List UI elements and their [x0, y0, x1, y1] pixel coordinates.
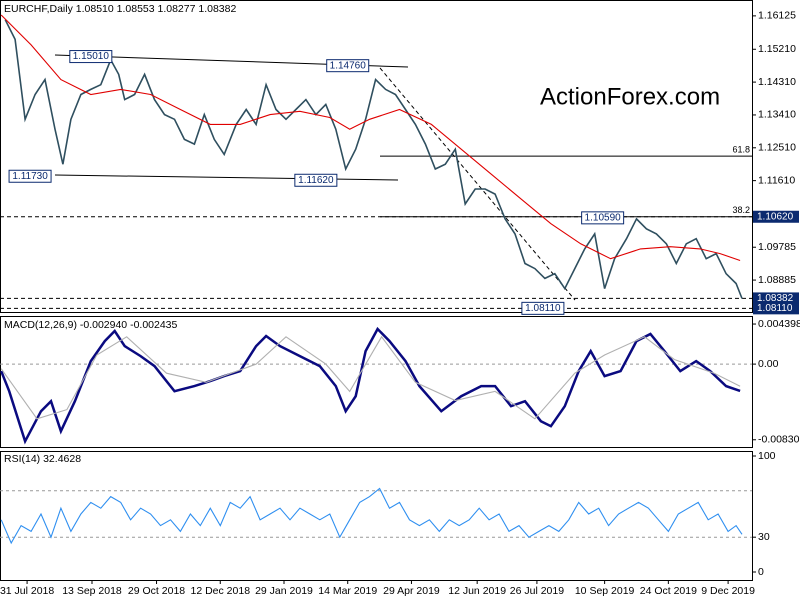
- price-label: 1.11730: [12, 171, 48, 182]
- axis-highlight-label: 1.10620: [757, 211, 794, 222]
- y-tick-label: 1.11610: [758, 174, 795, 186]
- price-label-box: [581, 211, 625, 225]
- y-tick-label: 1.15210: [758, 43, 796, 55]
- x-tick-label: 12 Dec 2018: [190, 585, 250, 597]
- panel-frame: [0, 451, 753, 581]
- y-tick-label: 1.14310: [758, 76, 796, 88]
- x-tick-label: 29 Apr 2019: [383, 585, 440, 597]
- y-tick-label: 1.16125: [758, 10, 796, 22]
- x-tick-label: 24 Oct 2019: [640, 585, 697, 597]
- price-label-box: [8, 169, 52, 183]
- axis-highlight: [753, 302, 799, 315]
- price-label: 1.10590: [585, 212, 622, 223]
- price-label: 1.14760: [330, 60, 367, 71]
- x-tick-label: 31 Jul 2018: [0, 585, 54, 597]
- price-label-box: [294, 173, 338, 187]
- price-label-box: [69, 50, 113, 64]
- panel-frame: [0, 0, 753, 313]
- series-line: [0, 14, 741, 262]
- axis-highlight-label: 1.08110: [757, 303, 793, 314]
- x-tick-label: 26 Jul 2019: [510, 585, 564, 597]
- y-tick-label: 30: [758, 531, 770, 543]
- x-tick-label: 12 Jun 2019: [448, 585, 506, 597]
- x-tick-label: 29 Oct 2018: [128, 585, 185, 597]
- trend-line: [54, 174, 399, 181]
- price-label: 1.08110: [525, 303, 561, 314]
- panel-frame: [0, 316, 753, 448]
- y-tick-label: 1.12510: [758, 142, 796, 154]
- price-label-box: [326, 59, 370, 73]
- series-line: [4, 19, 743, 299]
- y-tick-label: 100: [758, 450, 776, 462]
- y-tick-label: 1.09785: [758, 241, 796, 253]
- trend-line: [379, 67, 576, 301]
- level-label: 61.8: [732, 145, 750, 155]
- macd-title: MACD(12,26,9) -0.002940 -0.002435: [4, 319, 178, 331]
- axis-highlight-label: 1.08382: [757, 293, 794, 304]
- rsi-title: RSI(14) 32.4628: [4, 453, 81, 465]
- axis-highlight: [753, 210, 799, 223]
- y-tick-label: 0.00: [758, 358, 779, 370]
- price-label-box: [521, 301, 565, 315]
- x-tick-label: 14 Mar 2019: [318, 585, 377, 597]
- y-tick-label: 0: [758, 566, 764, 578]
- axis-highlight: [753, 292, 799, 305]
- level-label: 38.2: [732, 205, 750, 215]
- y-tick-label: 1.08885: [758, 274, 796, 286]
- x-tick-label: 29 Jan 2019: [255, 585, 313, 597]
- price-label: 1.15010: [73, 51, 110, 62]
- series-line: [0, 487, 743, 545]
- watermark: ActionForex.com: [540, 83, 720, 110]
- chart-title: EURCHF,Daily 1.08510 1.08553 1.08277 1.0…: [4, 3, 236, 15]
- series-line: [0, 335, 741, 420]
- x-tick-label: 13 Sep 2018: [62, 585, 122, 597]
- y-tick-label: 1.13410: [758, 109, 796, 121]
- price-label: 1.11620: [298, 175, 334, 186]
- x-tick-label: 9 Dec 2019: [701, 585, 755, 597]
- x-tick-label: 10 Sep 2019: [575, 585, 635, 597]
- y-tick-label: 0.004398: [758, 318, 800, 330]
- y-tick-label: -0.008306: [758, 434, 800, 446]
